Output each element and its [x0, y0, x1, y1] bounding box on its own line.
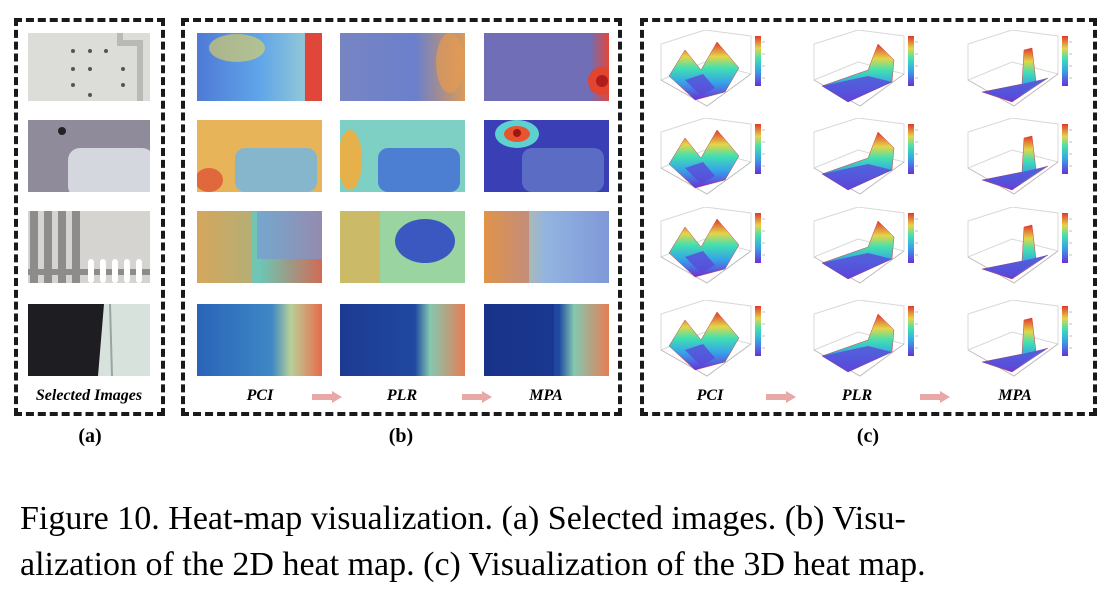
heatmap-3d-plot [808, 30, 928, 114]
heatmap-2d-mpa-2 [484, 120, 609, 192]
heatmap-3d-plot [962, 30, 1082, 114]
arrow-right-icon [462, 391, 492, 403]
selected-images-label: Selected Images [35, 387, 143, 404]
arrow-right-icon [312, 391, 342, 403]
selected-image-3 [28, 211, 150, 283]
panel-c-3d-heatmaps [640, 18, 1097, 416]
heatmap-3d-plot [962, 300, 1082, 384]
figure-caption: Figure 10. Heat-map visualization. (a) S… [20, 496, 1100, 588]
arrow-right-icon [920, 391, 950, 403]
heatmap-3d-plot [655, 207, 775, 291]
heatmap-2d-pci-3 [197, 211, 322, 283]
heatmap-2d-mpa-3 [484, 211, 609, 283]
selected-image-1 [28, 33, 150, 101]
heatmap-2d-plr-2 [340, 120, 465, 192]
heatmap-3d-plot [962, 118, 1082, 202]
method-label-pci-3d: PCI [696, 387, 724, 404]
heatmap-3d-plot [808, 300, 928, 384]
heatmap-2d-pci-4 [197, 304, 322, 376]
panel-a-letter: (a) [78, 425, 102, 447]
caption-line-2: alization of the 2D heat map. (c) Visual… [20, 546, 926, 583]
heatmap-3d-plot [655, 30, 775, 114]
heatmap-3d-plot [808, 118, 928, 202]
heatmap-2d-pci-2 [197, 120, 322, 192]
panel-c-letter: (c) [856, 425, 880, 447]
heatmap-2d-plr-1 [340, 33, 465, 101]
heatmap-2d-plr-3 [340, 211, 465, 283]
selected-image-4 [28, 304, 150, 376]
heatmap-3d-plot [808, 207, 928, 291]
heatmap-3d-plot [655, 300, 775, 384]
heatmap-3d-plot [962, 207, 1082, 291]
heatmap-3d-plot [655, 118, 775, 202]
heatmap-2d-pci-1 [197, 33, 322, 101]
caption-line-1: Figure 10. Heat-map visualization. (a) S… [20, 500, 906, 537]
heatmap-2d-mpa-1 [484, 33, 609, 101]
panel-b-2d-heatmaps [181, 18, 622, 416]
selected-image-2 [28, 120, 150, 192]
method-label-mpa-2d: MPA [529, 387, 563, 404]
heatmap-2d-plr-4 [340, 304, 465, 376]
method-label-mpa-3d: MPA [998, 387, 1032, 404]
panel-b-letter: (b) [388, 425, 414, 447]
panel-a-selected-images [14, 18, 165, 416]
method-label-plr-3d: PLR [841, 387, 873, 404]
method-label-pci-2d: PCI [246, 387, 274, 404]
heatmap-2d-mpa-4 [484, 304, 609, 376]
method-label-plr-2d: PLR [386, 387, 418, 404]
arrow-right-icon [766, 391, 796, 403]
